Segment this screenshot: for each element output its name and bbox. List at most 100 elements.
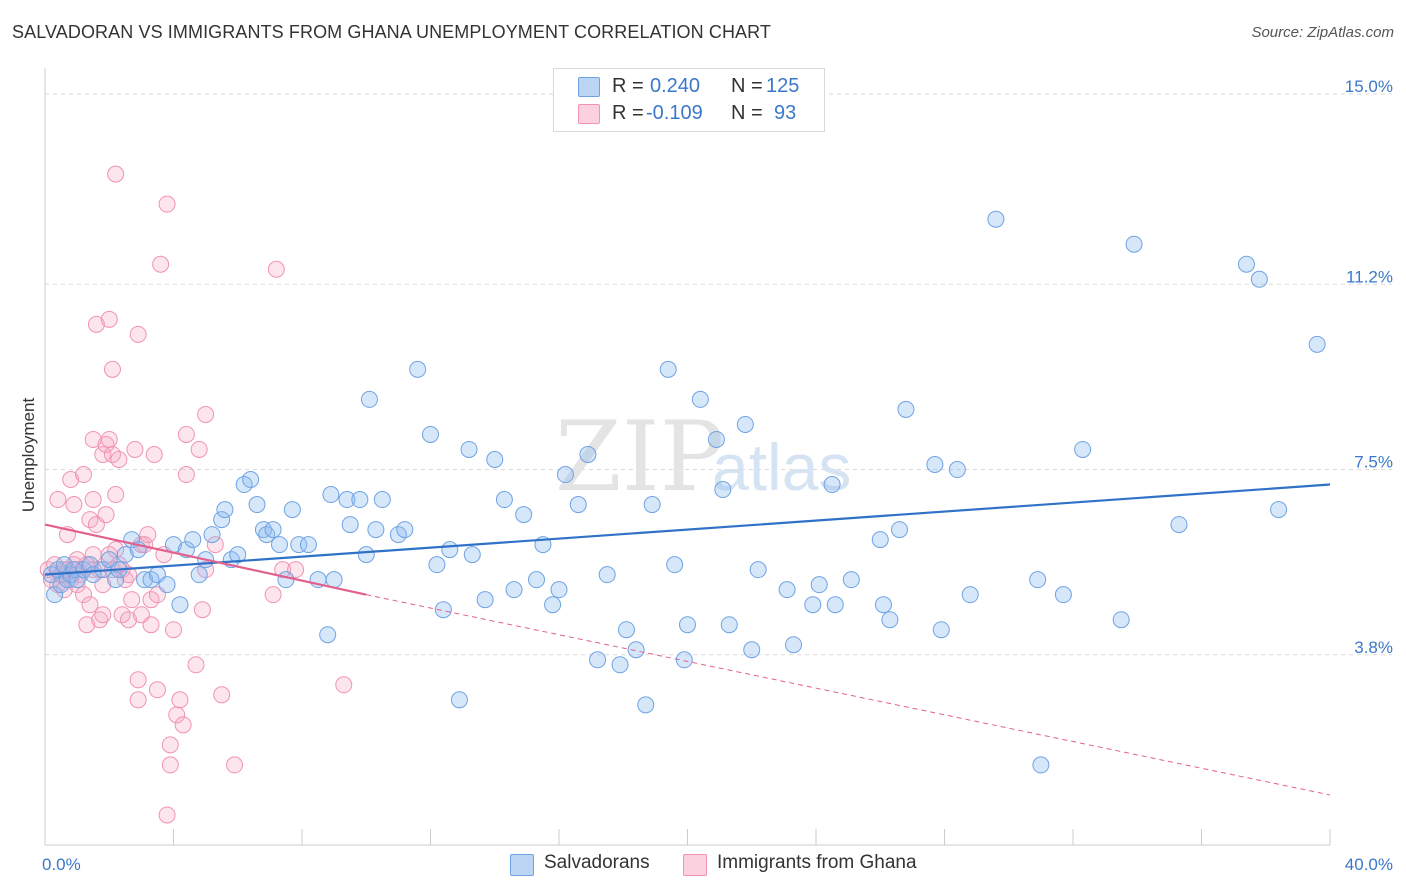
watermark: ZIP atlas [555, 401, 851, 513]
x-tick-label: 40.0% [1345, 855, 1393, 874]
source-label: Source: ZipAtlas.com [1251, 24, 1394, 41]
ghana-point [148, 681, 166, 699]
salvadoran-point [351, 491, 369, 509]
ghana-point [226, 756, 244, 774]
ghana-point [97, 435, 115, 453]
salvadoran-point [322, 486, 340, 504]
bottom-legend-label: Immigrants from Ghana [717, 852, 917, 873]
salvadoran-point [707, 430, 725, 448]
ghana-point [152, 255, 170, 273]
ghana-point [165, 621, 182, 639]
legend-swatch-ghana [578, 104, 600, 124]
chart-title: SALVADORAN VS IMMIGRANTS FROM GHANA UNEM… [12, 22, 772, 42]
bottom-legend-swatch-ghana [683, 854, 707, 876]
salvadoran-point [460, 440, 478, 458]
ghana-trend-line [44, 523, 367, 596]
salvadoran-point [1125, 235, 1143, 253]
ghana-point [177, 466, 195, 484]
salvadoran-point [495, 491, 513, 509]
legend-r-label: R = [612, 75, 644, 97]
ghana-point [267, 260, 285, 278]
salvadoran-point [1170, 516, 1188, 534]
ghana-point [161, 756, 179, 774]
salvadoran-point [666, 556, 684, 574]
ghana-point [177, 425, 195, 443]
salvadoran-point [891, 521, 909, 539]
ghana-point [206, 536, 224, 554]
legend-n-value: 125 [766, 75, 800, 97]
salvadoran-point [319, 626, 337, 644]
ghana-point [161, 736, 179, 754]
salvadoran-point [749, 561, 767, 579]
salvadoran-point [826, 596, 844, 614]
salvadoran-point [450, 691, 468, 709]
ghana-point [126, 440, 144, 458]
salvadoran-point [81, 556, 99, 574]
salvadoran-point [367, 521, 385, 539]
salvadoran-point [434, 601, 452, 619]
salvadoran-point [136, 571, 154, 589]
salvadoran-point [544, 596, 562, 614]
ghana-point [110, 451, 128, 468]
salvadoran-point [107, 571, 125, 589]
salvadoran-point [617, 621, 635, 639]
salvadoran-point [46, 586, 64, 604]
salvadoran-point [569, 496, 587, 514]
ghana-point [120, 611, 138, 629]
ghana-trend-extension [366, 594, 1331, 796]
salvadoran-point [874, 596, 892, 614]
salvadoran-trend-line [44, 483, 1331, 576]
salvadoran-point [515, 506, 533, 524]
salvadoran-point [325, 571, 343, 589]
y-tick-label: 7.5% [1354, 453, 1393, 472]
salvadoran-point [720, 616, 738, 634]
salvadoran-point [428, 556, 446, 574]
salvadoran-point [184, 531, 202, 549]
salvadoran-point [691, 390, 709, 408]
legend-r-label: R = [612, 102, 644, 124]
salvadoran-point [550, 581, 568, 599]
grid-lines [45, 93, 1392, 656]
ghana-point [75, 466, 93, 484]
salvadoran-point [116, 546, 134, 564]
ghana-point [100, 430, 118, 448]
bottom-legend-label: Salvadorans [544, 852, 650, 873]
ghana-point [84, 491, 102, 509]
x-tick-label: 0.0% [42, 855, 81, 874]
ghana-point [81, 596, 99, 614]
salvadoran-point [579, 445, 597, 463]
ghana-point [94, 606, 112, 624]
salvadoran-point [338, 491, 356, 509]
ghana-point [335, 676, 353, 694]
ghana-point [274, 561, 292, 579]
salvadoran-point [627, 641, 645, 659]
ghana-point [129, 325, 147, 343]
ghana-point [190, 440, 208, 458]
salvadoran-point [1054, 586, 1072, 604]
salvadoran-point [283, 501, 301, 519]
tick-labels: 3.8% 7.5% 11.2% 15.0% 0.0% 40.0% [42, 77, 1393, 874]
ghana-point [75, 586, 93, 604]
salvadoran-point [679, 616, 696, 634]
salvadoran-point [409, 360, 427, 378]
salvadoran-point [242, 471, 260, 489]
salvadoran-point [171, 596, 189, 614]
legend-n-label: N = [731, 75, 763, 97]
salvadoran-point [422, 425, 439, 443]
salvadoran-point [357, 546, 375, 564]
salvadoran-point [373, 491, 391, 509]
salvadoran-point [1270, 501, 1288, 519]
salvadoran-point [1032, 756, 1050, 774]
salvadoran-point [463, 546, 481, 564]
salvadoran-point [810, 576, 828, 594]
ghana-point [129, 691, 147, 709]
ghana-point [139, 526, 157, 544]
salvadoran-point [659, 360, 677, 378]
y-tick-label: 15.0% [1345, 77, 1393, 96]
salvadoran-point [248, 496, 266, 514]
ghana-point [87, 315, 105, 333]
salvadoran-point [948, 461, 966, 479]
ghana-point [46, 556, 64, 574]
axes [44, 68, 1331, 846]
